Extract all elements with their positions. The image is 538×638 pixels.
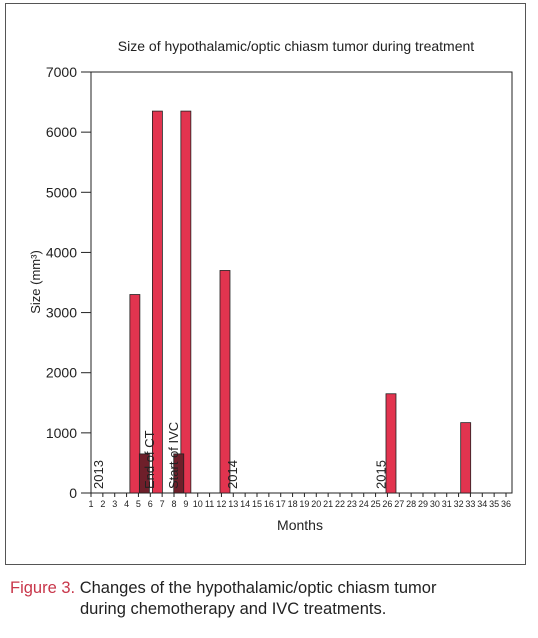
tumor-size-bar xyxy=(460,422,472,494)
x-tick-label: 21 xyxy=(323,499,333,509)
tumor-size-bar xyxy=(219,270,231,494)
x-tick-label: 3 xyxy=(112,499,117,509)
figure-caption: Figure 3. Changes of the hypothalamic/op… xyxy=(10,578,530,620)
x-tick-label: 5 xyxy=(136,499,141,509)
y-tick-label: 4000 xyxy=(46,244,77,260)
x-tick-label: 17 xyxy=(276,499,286,509)
tumor-size-bar xyxy=(129,294,141,494)
y-tick-label: 3000 xyxy=(46,305,77,321)
x-tick-label: 18 xyxy=(288,499,298,509)
treatment-marker-bar xyxy=(138,453,150,494)
x-tick-label: 1 xyxy=(88,499,93,509)
x-axis-label: Months xyxy=(277,517,323,533)
x-tick-label: 2 xyxy=(100,499,105,509)
caption-text-line1: Changes of the hypothalamic/optic chiasm… xyxy=(75,579,437,597)
x-tick-label: 22 xyxy=(335,499,345,509)
x-tick-label: 7 xyxy=(160,499,165,509)
treatment-marker-bar xyxy=(173,453,185,494)
x-tick-label: 33 xyxy=(465,499,475,509)
x-tick-label: 19 xyxy=(299,499,309,509)
caption-text-line2: during chemotherapy and IVC treatments. xyxy=(80,600,387,618)
x-tick-label: 31 xyxy=(442,499,452,509)
x-tick-label: 26 xyxy=(382,499,392,509)
x-tick-label: 25 xyxy=(371,499,381,509)
x-tick-label: 11 xyxy=(205,499,214,509)
year-annotation: 2013 xyxy=(91,460,106,489)
y-tick-label: 2000 xyxy=(46,365,77,381)
plot-border xyxy=(90,71,513,494)
y-tick-label: 1000 xyxy=(46,425,77,441)
year-annotation: 2015 xyxy=(373,460,388,489)
x-tick-label: 30 xyxy=(430,499,440,509)
x-tick-label: 8 xyxy=(171,499,176,509)
x-tick-label: 35 xyxy=(489,499,499,509)
x-tick-label: 23 xyxy=(347,499,357,509)
event-annotation: End of CT xyxy=(142,430,157,489)
x-tick-label: 4 xyxy=(124,499,129,509)
tumor-size-bar xyxy=(385,393,397,494)
chart-title: Size of hypothalamic/optic chiasm tumor … xyxy=(118,38,474,54)
x-tick-label: 20 xyxy=(311,499,321,509)
x-tick-label: 34 xyxy=(477,499,487,509)
x-tick-label: 36 xyxy=(501,499,511,509)
x-tick-label: 10 xyxy=(193,499,203,509)
y-tick-label: 5000 xyxy=(46,184,77,200)
x-tick-label: 27 xyxy=(394,499,404,509)
x-tick-label: 28 xyxy=(406,499,416,509)
tumor-size-bar xyxy=(180,110,192,494)
y-axis-label: Size (mm³) xyxy=(28,250,43,314)
x-tick-label: 15 xyxy=(252,499,262,509)
x-tick-label: 12 xyxy=(216,499,226,509)
figure-frame xyxy=(5,3,526,565)
y-tick-label: 6000 xyxy=(46,124,77,140)
event-annotation: Start of IVC xyxy=(166,422,181,489)
tumor-size-bar xyxy=(151,110,163,494)
x-tick-label: 13 xyxy=(228,499,238,509)
x-tick-label: 29 xyxy=(418,499,428,509)
x-tick-label: 9 xyxy=(183,499,188,509)
x-tick-label: 16 xyxy=(264,499,274,509)
y-tick-label: 0 xyxy=(69,485,77,501)
x-tick-label: 24 xyxy=(359,499,369,509)
y-tick-label: 7000 xyxy=(46,64,77,80)
x-tick-label: 32 xyxy=(454,499,464,509)
year-annotation: 2014 xyxy=(225,460,240,489)
x-tick-label: 14 xyxy=(240,499,250,509)
bar-chart: Size of hypothalamic/optic chiasm tumor … xyxy=(28,38,513,533)
x-tick-label: 6 xyxy=(148,499,153,509)
caption-label: Figure 3. xyxy=(10,579,76,597)
